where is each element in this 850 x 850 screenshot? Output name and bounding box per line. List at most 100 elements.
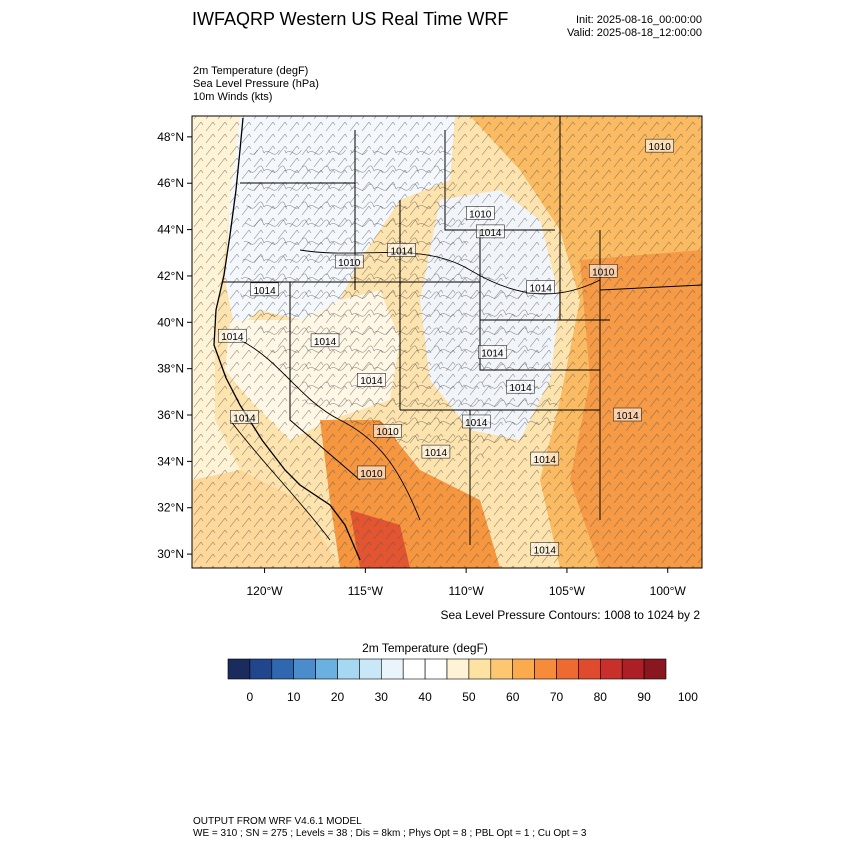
colorbar-swatch [424, 658, 448, 680]
variable-pressure-label: Sea Level Pressure (hPa) [193, 78, 319, 90]
colorbar-tick-label: 10 [287, 690, 301, 704]
colorbar-swatch [402, 658, 426, 680]
variable-temperature-label: 2m Temperature (degF) [193, 65, 309, 77]
colorbar-swatch [227, 658, 251, 680]
lat-tick-label: 40°N [157, 315, 184, 329]
colorbar-swatch [337, 658, 360, 680]
lat-tick-label: 34°N [157, 454, 184, 468]
colorbar-swatch [249, 658, 273, 680]
isobar-label: 1014 [310, 333, 340, 348]
isobar-label-text: 1010 [376, 427, 399, 438]
isobar-label-text: 1014 [314, 337, 337, 348]
isobar-label: 1014 [478, 345, 507, 359]
isobar-label: 1010 [466, 206, 495, 220]
colorbar-swatch [446, 658, 470, 680]
isobar-label: 1014 [530, 542, 560, 556]
colorbar-title: 2m Temperature (degF) [362, 641, 488, 655]
isobar-label: 1014 [613, 407, 642, 422]
colorbar-swatch [271, 658, 294, 680]
lon-tick-label: 105°W [549, 584, 586, 598]
isobar-label-text: 1014 [425, 448, 448, 459]
colorbar-swatch [643, 658, 667, 680]
isobar-label: 1014 [218, 328, 247, 343]
colorbar-tick-label: 50 [462, 690, 476, 704]
isobar-label-text: 1014 [530, 284, 553, 295]
isobar-label-text: 1010 [360, 469, 383, 480]
colorbar-swatch [490, 658, 513, 680]
colorbar [227, 658, 667, 680]
colorbar-tick-label: 30 [375, 690, 389, 704]
colorbar-swatch [556, 658, 579, 680]
colorbar-tick-label: 60 [506, 690, 520, 704]
isobar-label-text: 1014 [534, 545, 557, 556]
latitude-axis: 48°N 46°N 44°N 42°N 40°N 38°N 36°N 34°N 32°N 30°N [157, 130, 192, 561]
west-coastline [213, 117, 361, 561]
isobar-label: 1014 [526, 280, 555, 295]
isobar-label: 1014 [250, 282, 279, 297]
map-area [192, 116, 702, 568]
model-footer-line2: WE = 310 ; SN = 275 ; Levels = 38 ; Dis … [193, 828, 587, 839]
variable-winds-label: 10m Winds (kts) [193, 91, 273, 103]
map-frame [191, 115, 703, 569]
isobar-label-text: 1014 [233, 413, 256, 424]
isobar-label-text: 1014 [616, 411, 639, 422]
isobar-label-text: 1014 [360, 376, 383, 387]
isobar-label: 1014 [357, 372, 386, 387]
colorbar-tick-label: 70 [550, 690, 564, 704]
colorbar-swatch [512, 658, 535, 680]
colorbar-swatch [380, 658, 404, 680]
lon-tick-label: 100°W [650, 584, 687, 598]
isobar-label-text: 1014 [481, 348, 504, 359]
state-borders [222, 116, 702, 545]
isobar-label-text: 1014 [465, 418, 488, 429]
lat-tick-label: 46°N [157, 176, 184, 190]
valid-time: Valid: 2025-08-18_12:00:00 [567, 27, 702, 39]
isobar-label-text: 1010 [469, 209, 492, 220]
contour-note: Sea Level Pressure Contours: 1008 to 102… [440, 608, 701, 622]
lon-tick-label: 120°W [246, 584, 283, 598]
colorbar-swatch [359, 658, 382, 680]
isobar-label-text: 1010 [338, 258, 361, 269]
colorbar-tick-label: 80 [594, 690, 608, 704]
isobar-label: 1010 [334, 254, 364, 269]
isobar-label: 1014 [421, 444, 451, 459]
lat-tick-label: 48°N [157, 130, 184, 144]
isobar-label: 1010 [357, 465, 386, 480]
colorbar-swatch [599, 658, 623, 680]
lat-tick-label: 42°N [157, 269, 184, 283]
lat-tick-label: 32°N [157, 501, 184, 515]
isobar-label-text: 1014 [479, 228, 502, 239]
isobar-label-text: 1014 [391, 246, 414, 257]
isobar-labels: 1010 1010 1014 1010 1014 1010 1014 1014 1014 1014… [218, 138, 674, 556]
isobar-label: 1014 [461, 414, 491, 429]
isobar-label-text: 1014 [253, 286, 276, 297]
colorbar-tick-label: 100 [678, 690, 698, 704]
colorbar-swatch [621, 658, 645, 680]
colorbar-swatch [315, 658, 338, 680]
model-footer-line1: OUTPUT FROM WRF V4.6.1 MODEL [193, 816, 362, 827]
lat-tick-label: 36°N [157, 408, 184, 422]
init-time: Init: 2025-08-16_00:00:00 [576, 14, 702, 26]
map-title: IWFAQRP Western US Real Time WRF [192, 9, 509, 29]
isobar-label: 1014 [506, 379, 535, 394]
colorbar-ticks: 0 10 20 30 40 50 60 70 80 90 100 [247, 690, 699, 704]
isobar-label-text: 1010 [592, 267, 615, 278]
lat-tick-label: 38°N [157, 362, 184, 376]
isobar-label: 1010 [588, 264, 618, 278]
isobar-label: 1010 [373, 423, 402, 438]
colorbar-swatch [293, 658, 316, 680]
lat-tick-label: 44°N [157, 223, 184, 237]
colorbar-tick-label: 20 [331, 690, 345, 704]
lat-tick-label: 30°N [157, 547, 184, 561]
isobar-label: 1010 [645, 138, 674, 153]
isobars [229, 249, 601, 541]
isobar-label: 1014 [387, 243, 416, 257]
isobar-label: 1014 [530, 451, 560, 466]
lon-tick-label: 115°W [348, 584, 384, 598]
isobar-label-text: 1014 [221, 332, 244, 343]
colorbar-swatch [468, 658, 492, 680]
colorbar-swatch [578, 658, 601, 680]
isobar-label: 1014 [476, 224, 505, 239]
colorbar-swatch [534, 658, 557, 680]
